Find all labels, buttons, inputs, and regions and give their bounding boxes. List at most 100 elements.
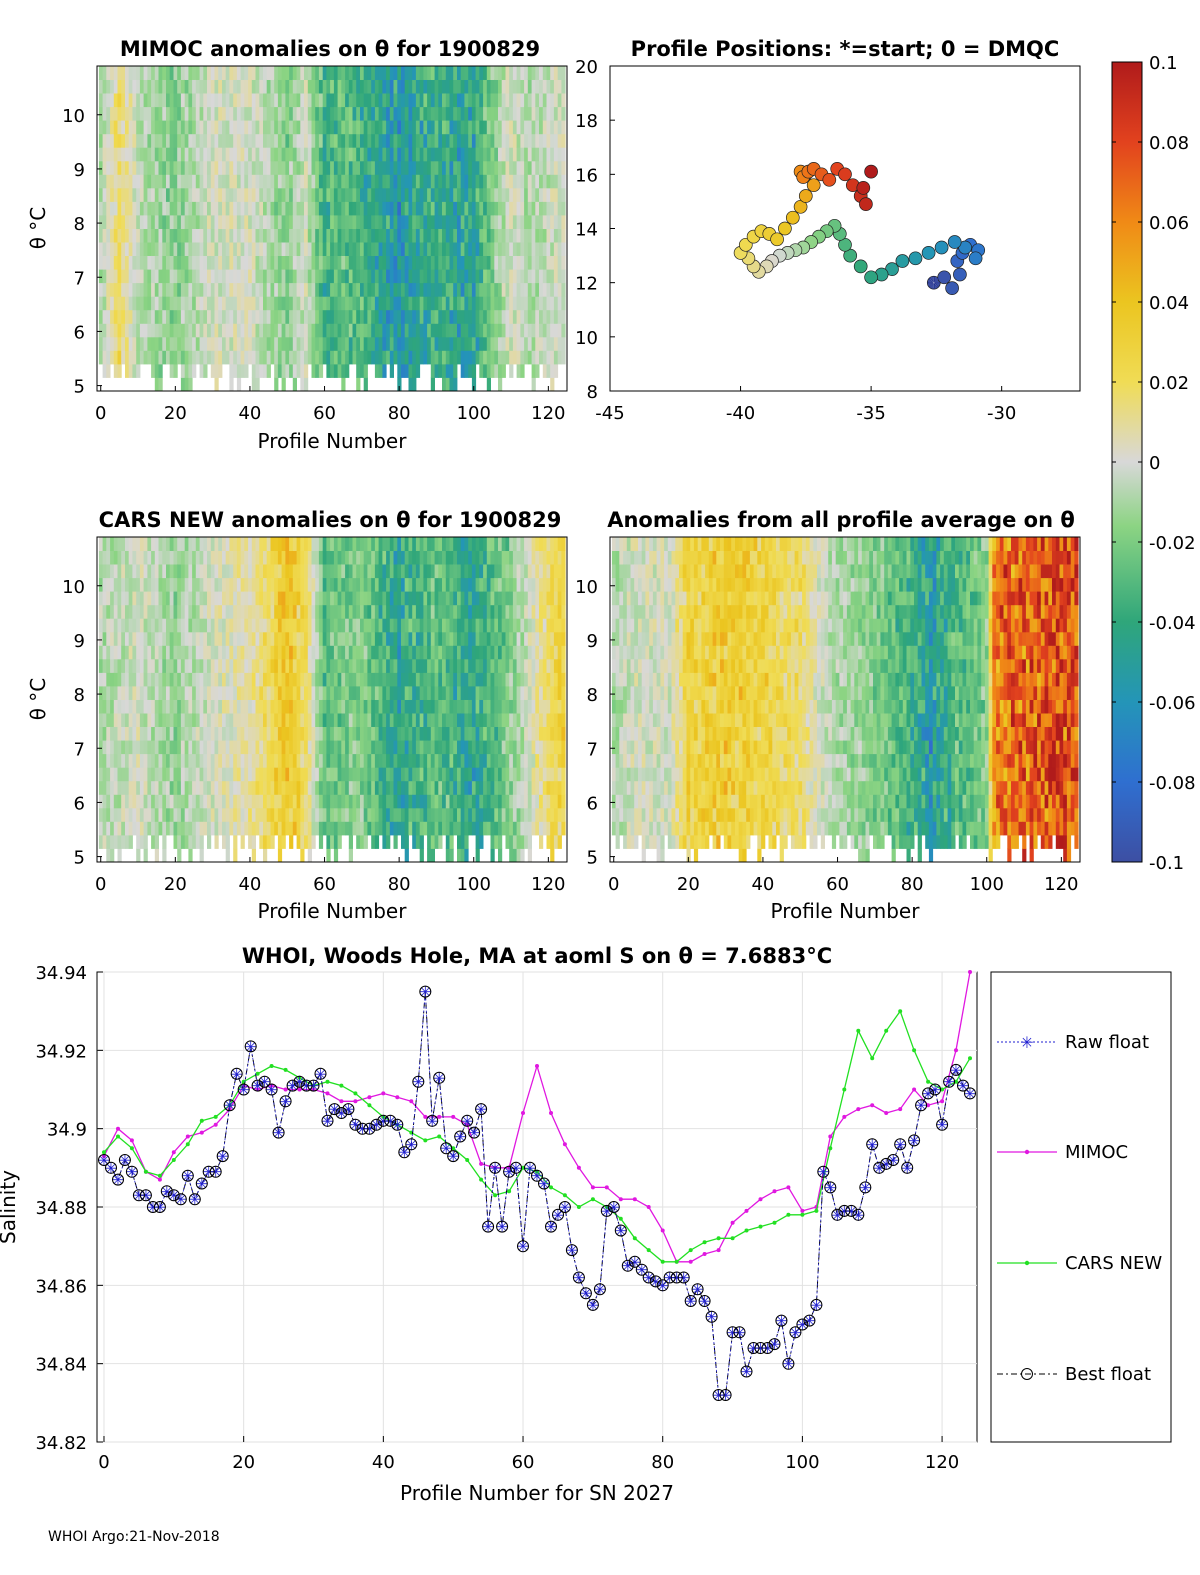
heatmap-cell xyxy=(318,834,324,849)
heatmap-cell xyxy=(188,309,193,324)
heatmap-cell xyxy=(229,713,234,727)
heatmap-cell xyxy=(348,780,353,795)
heatmap-cell xyxy=(337,713,342,727)
heatmap-cell xyxy=(248,604,253,619)
heatmap-cell xyxy=(162,133,167,148)
heatmap-cell xyxy=(315,577,320,592)
heatmap-cell xyxy=(289,767,294,782)
heatmap-cell xyxy=(501,309,506,324)
heatmap-cell xyxy=(106,336,111,351)
heatmap-cell xyxy=(188,753,193,768)
heatmap-cell xyxy=(266,807,271,822)
heatmap-cell xyxy=(315,780,320,795)
xtick-label: -40 xyxy=(726,403,755,424)
heatmap-cell xyxy=(468,120,473,135)
heatmap-cell xyxy=(270,269,275,284)
heatmap-cell xyxy=(326,147,331,162)
heatmap-cell xyxy=(326,834,331,849)
heatmap-cell xyxy=(255,807,260,822)
heatmap-cell xyxy=(233,658,238,673)
heatmap-cell xyxy=(158,686,163,700)
heatmap-cell xyxy=(412,645,417,660)
heatmap-cell xyxy=(139,794,145,809)
heatmap-cell xyxy=(539,296,544,311)
heatmap-cell xyxy=(315,323,320,338)
heatmap-cell xyxy=(248,550,253,565)
heatmap-cell xyxy=(177,242,182,256)
heatmap-cell xyxy=(374,147,380,162)
heatmap-cell xyxy=(326,296,331,311)
heatmap-cell xyxy=(281,591,286,606)
heatmap-cell xyxy=(113,686,118,700)
heatmap-cell xyxy=(374,780,380,795)
heatmap-cell xyxy=(266,564,271,579)
heatmap-cell xyxy=(281,740,286,755)
heatmap-cell xyxy=(184,767,189,782)
heatmap-cell xyxy=(348,686,353,700)
heatmap-cell xyxy=(113,564,118,579)
heatmap-cell xyxy=(330,309,335,324)
heatmap-cell xyxy=(330,282,335,297)
heatmap-cell xyxy=(173,591,178,606)
heatmap-cell xyxy=(218,336,223,351)
heatmap-cell xyxy=(207,242,212,256)
heatmap-cell xyxy=(337,658,342,673)
heatmap-cell xyxy=(442,336,447,351)
heatmap-cell xyxy=(397,147,402,162)
heatmap-cell xyxy=(378,336,383,351)
heatmap-cell xyxy=(158,537,163,551)
heatmap-cell xyxy=(531,282,536,297)
heatmap-cell xyxy=(430,120,435,135)
ytick-label: 10 xyxy=(62,106,85,127)
heatmap-cell xyxy=(449,309,454,324)
heatmap-cell xyxy=(199,255,204,270)
heatmap-cell xyxy=(430,228,435,243)
heatmap-cell xyxy=(195,564,200,579)
heatmap-cell xyxy=(438,269,443,284)
heatmap-cell xyxy=(180,336,186,351)
heatmap-cell xyxy=(177,604,182,619)
heatmap-cell xyxy=(102,269,107,284)
heatmap-cell xyxy=(292,255,297,270)
heatmap-cell xyxy=(341,780,346,795)
heatmap-cell xyxy=(386,537,391,551)
heatmap-cell xyxy=(557,350,562,365)
heatmap-cell xyxy=(371,658,376,673)
heatmap-cell xyxy=(113,631,118,646)
heatmap-cell xyxy=(292,780,297,795)
heatmap-cell xyxy=(229,699,234,714)
heatmap-cell xyxy=(337,577,342,592)
heatmap-cell xyxy=(419,350,424,365)
heatmap-cell xyxy=(292,767,297,782)
heatmap-cell xyxy=(371,296,376,311)
heatmap-cell xyxy=(147,577,152,592)
heatmap-cell xyxy=(352,350,357,365)
heatmap-cell xyxy=(263,821,268,836)
heatmap-cell xyxy=(371,686,376,700)
heatmap-cell xyxy=(423,282,428,297)
heatmap-cell xyxy=(229,821,234,836)
heatmap-cell xyxy=(341,767,346,782)
heatmap-cell xyxy=(326,550,331,565)
heatmap-cell xyxy=(199,215,204,229)
mimoc-frame xyxy=(96,65,568,392)
heatmap-cell xyxy=(442,120,447,135)
heatmap-cell xyxy=(412,807,417,822)
heatmap-cell xyxy=(281,187,286,202)
heatmap-cell xyxy=(102,604,107,619)
heatmap-cell xyxy=(539,309,544,324)
heatmap-cell xyxy=(195,577,200,592)
heatmap-cell xyxy=(453,201,458,216)
heatmap-cell xyxy=(222,336,227,351)
heatmap-cell xyxy=(274,686,279,700)
heatmap-cell xyxy=(397,201,402,216)
heatmap-cell xyxy=(427,282,432,297)
heatmap-cell xyxy=(263,120,268,135)
heatmap-cell xyxy=(296,699,301,714)
heatmap-cell xyxy=(139,282,145,297)
heatmap-cell xyxy=(468,323,473,338)
heatmap-cell xyxy=(125,93,130,108)
heatmap-cell xyxy=(143,740,148,755)
heatmap-cell xyxy=(304,215,309,229)
